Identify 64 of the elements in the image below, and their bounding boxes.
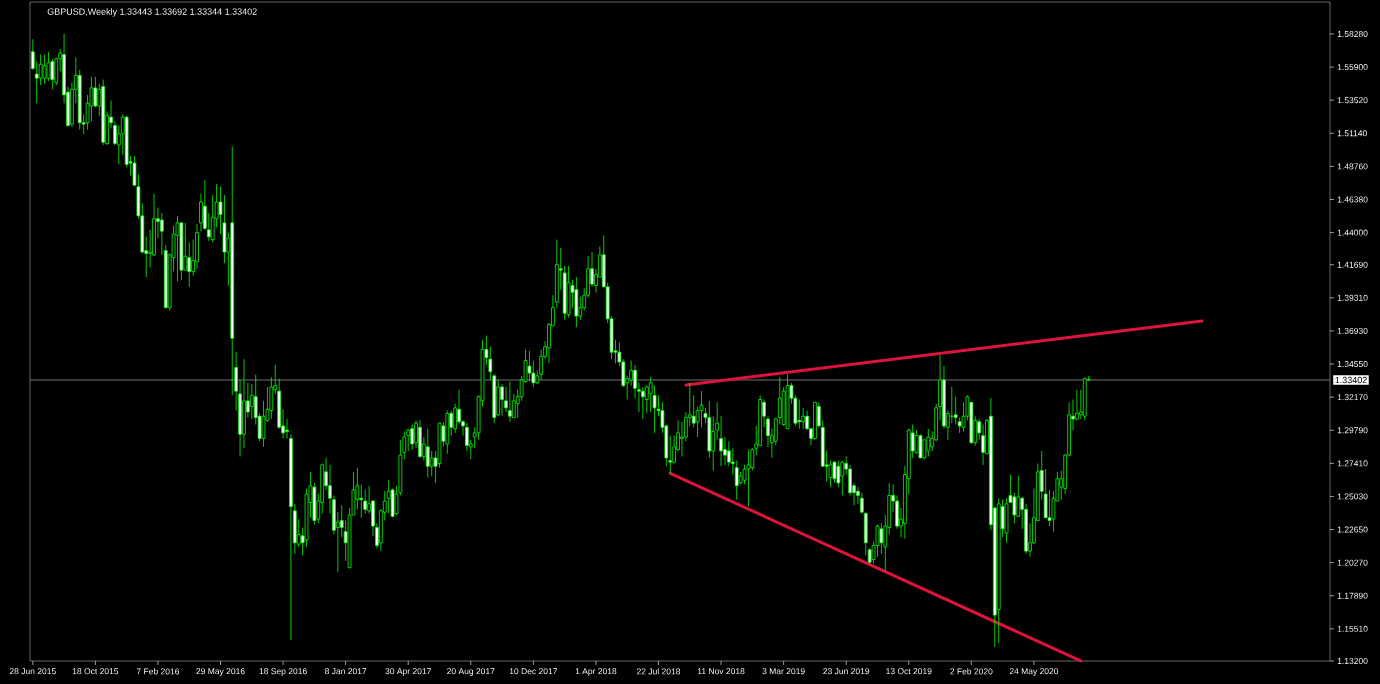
candlestick — [953, 396, 958, 425]
y-tick-label: 1.36930 — [1337, 327, 1368, 334]
candlestick — [183, 222, 188, 271]
candlestick — [42, 54, 47, 85]
y-tick-label: 1.27410 — [1337, 460, 1368, 467]
x-tick-label: 1 Apr 2018 — [575, 668, 617, 676]
candlestick — [46, 51, 51, 82]
candlestick — [746, 449, 751, 507]
candlestick — [269, 376, 274, 420]
candlestick — [187, 241, 192, 288]
text: GBPUSD,Weekly 1.33443 1.33692 1.33344 1.33402 — [47, 8, 257, 17]
candlestick — [54, 56, 59, 86]
candlestick — [285, 418, 289, 439]
candlestick — [410, 424, 414, 450]
y-tick-label: 1.41690 — [1337, 261, 1368, 268]
y-tick-label: 1.25030 — [1337, 493, 1368, 500]
candlestick — [500, 383, 504, 417]
candlestick — [508, 381, 512, 423]
x-tick-label: 24 May 2020 — [1009, 668, 1059, 676]
y-tick-label: 1.51140 — [1337, 130, 1367, 137]
x-tick-label: 18 Sep 2016 — [259, 668, 307, 676]
candlestick — [914, 429, 919, 455]
y-tick-label: 1.13200 — [1337, 657, 1368, 664]
x-tick-label: 18 Oct 2015 — [72, 668, 119, 675]
candlestick — [1012, 492, 1017, 524]
y-tick-label: 1.53520 — [1337, 97, 1368, 104]
y-tick-label: 1.29790 — [1337, 427, 1368, 434]
candlestick — [840, 460, 845, 496]
x-tick-label: 11 Nov 2018 — [697, 668, 745, 675]
x-tick-label: 28 Jun 2015 — [9, 668, 56, 675]
candlestick — [93, 76, 98, 108]
candlestick — [429, 450, 434, 477]
x-tick-label: 29 May 2016 — [196, 668, 245, 676]
y-tick-label: 1.58280 — [1337, 30, 1368, 37]
y-tick-label: 1.46380 — [1337, 196, 1368, 203]
x-tick-label: 30 Apr 2017 — [385, 668, 431, 676]
x-tick-label: 22 Jul 2018 — [636, 668, 681, 675]
ref-line-label: 1.33402 — [1335, 376, 1367, 384]
x-tick-label: 3 Mar 2019 — [762, 668, 805, 675]
candlestick — [711, 415, 716, 471]
candlestick — [425, 428, 430, 478]
x-tick-label: 20 Aug 2017 — [447, 668, 495, 676]
x-tick-label: 8 Jan 2017 — [325, 668, 367, 675]
x-tick-label: 2 Feb 2020 — [950, 668, 993, 675]
candlestick — [797, 399, 802, 430]
x-tick-label: 13 Oct 2019 — [886, 668, 932, 675]
y-tick-label: 1.44000 — [1337, 229, 1368, 236]
y-tick-label: 1.34550 — [1337, 361, 1368, 368]
x-tick-label: 10 Dec 2017 — [509, 668, 558, 675]
candlestick — [926, 428, 931, 457]
y-tick-label: 1.48760 — [1337, 163, 1368, 170]
candlestick — [641, 386, 645, 420]
x-tick-label: 7 Feb 2016 — [136, 668, 180, 675]
candlestick — [359, 483, 364, 519]
y-tick-label: 1.39310 — [1337, 294, 1368, 301]
y-tick-label: 1.20270 — [1337, 559, 1368, 566]
y-tick-label: 1.32170 — [1337, 394, 1368, 401]
y-tick-label: 1.17890 — [1337, 592, 1368, 599]
y-tick-label: 1.22650 — [1337, 526, 1368, 533]
candlestick — [879, 522, 884, 555]
x-tick-label: 23 Jun 2019 — [823, 668, 870, 675]
y-tick-label: 1.15510 — [1337, 625, 1368, 632]
y-tick-label: 1.55900 — [1337, 64, 1368, 71]
candlestick — [668, 435, 673, 474]
